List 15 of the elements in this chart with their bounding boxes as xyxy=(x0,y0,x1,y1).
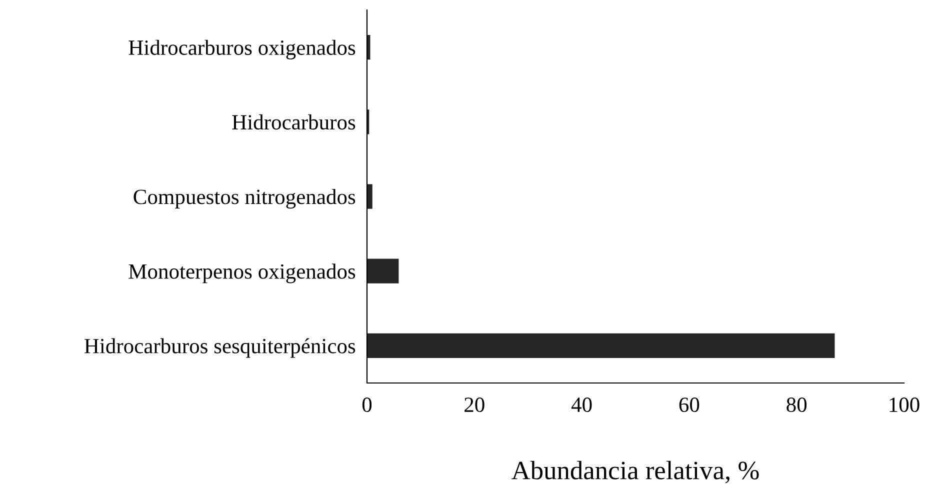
y-tick-label: Hidrocarburos oxigenados xyxy=(128,40,356,60)
x-axis-title: Abundancia relativa, % xyxy=(512,460,759,484)
x-tick-label: 80 xyxy=(786,398,807,412)
bar xyxy=(367,184,372,209)
x-tick-label: 60 xyxy=(679,398,700,412)
bar xyxy=(367,258,399,284)
x-tick-label: 100 xyxy=(890,398,920,412)
x-tick-label: 40 xyxy=(571,398,592,412)
x-tick-label: 20 xyxy=(464,398,484,412)
bar xyxy=(367,333,835,358)
y-tick-label: Hidrocarburos xyxy=(232,114,356,130)
y-tick-label: Hidrocarburos sesquiterpénicos xyxy=(84,338,356,358)
y-tick-label: Compuestos nitrogenados xyxy=(134,189,356,209)
y-tick-label: Monoterpenos oxigenados xyxy=(128,264,356,284)
x-tick-label: 0 xyxy=(362,398,372,412)
